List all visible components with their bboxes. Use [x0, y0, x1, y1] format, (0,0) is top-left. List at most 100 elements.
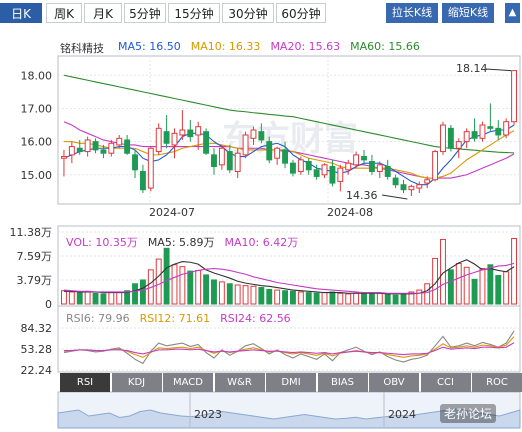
ma-legend-item: MA10: 16.33 [190, 40, 261, 53]
candle-body [290, 162, 296, 174]
volume-tick-label: 0 [45, 298, 52, 311]
indicator-tab-rsi[interactable]: RSI [60, 373, 110, 392]
volume-bar [155, 258, 162, 305]
volume-bar [305, 292, 312, 305]
indicator-tab-cci[interactable]: CCI [420, 373, 471, 392]
candle-body [226, 151, 233, 171]
volume-bar [226, 283, 233, 305]
candle-body [376, 164, 383, 172]
candle-body [440, 124, 446, 153]
volume-bar [203, 274, 210, 305]
volume-bar [471, 278, 478, 305]
indicator-tab-roc[interactable]: ROC [472, 373, 522, 392]
volume-bar [511, 238, 517, 305]
vol-ma10-line [63, 262, 515, 294]
ma-legend-item: MA20: 15.63 [270, 40, 341, 53]
volume-bar [274, 289, 281, 305]
volume-bar [361, 292, 367, 305]
candle-body [242, 134, 249, 156]
indicator-tab-dmi[interactable]: DMI [266, 373, 316, 392]
volume-bar [282, 290, 288, 305]
candle-body [503, 121, 510, 136]
shrink-kline-button[interactable]: 缩短K线 [442, 3, 494, 23]
price-tick-label: 17.00 [21, 102, 53, 115]
ma60-line [63, 74, 515, 154]
rsi-legend-item: RSI24: 62.56 [220, 312, 291, 325]
period-tab-2[interactable]: 月K [84, 3, 122, 23]
period-tab-6[interactable]: 60分钟 [276, 3, 326, 23]
indicator-tab-obv[interactable]: OBV [369, 373, 419, 392]
stretch-kline-button[interactable]: 拉长K线 [386, 3, 438, 23]
high-annotation: 18.14 [456, 62, 488, 75]
volume-bar [353, 292, 360, 305]
candle-body [68, 146, 75, 156]
volume-bar [76, 292, 83, 305]
vol-ma5-line [63, 259, 515, 295]
candle-body [345, 162, 352, 171]
candle-body [155, 127, 162, 153]
vol-legend-item: MA10: 6.42万 [224, 236, 299, 249]
watermark-text: 东方财富 [222, 119, 358, 159]
price-tick-label: 18.00 [21, 69, 53, 82]
rsi-tick-label: 53.28 [21, 343, 53, 356]
volume-bar [116, 291, 123, 305]
volume-bar [84, 290, 91, 305]
period-tab-5[interactable]: 30分钟 [222, 3, 274, 23]
volume-tick-label: 7.59万 [17, 250, 53, 263]
period-tab-3[interactable]: 5分钟 [124, 3, 166, 23]
volume-bar [479, 268, 486, 305]
vol-legend: VOL: 10.35万 MA5: 5.89万 MA10: 6.42万 [66, 234, 308, 250]
period-tab-1[interactable]: 周K [46, 3, 82, 23]
volume-bar [163, 247, 170, 305]
candle-body [92, 141, 99, 151]
volume-bar [463, 266, 470, 305]
volume-bar [503, 271, 510, 305]
brand-watermark: 老孙论坛 [440, 404, 497, 423]
candle-body [337, 167, 344, 182]
volume-bar [290, 290, 296, 305]
candle-body [353, 154, 360, 166]
volume-bar [171, 264, 178, 305]
candle-body [313, 169, 320, 177]
candle-body [487, 126, 494, 129]
candle-body [76, 147, 83, 153]
indicator-tab-kdj[interactable]: KDJ [111, 373, 162, 392]
low-annotation: 14.36 [346, 189, 378, 202]
candle-body [116, 137, 123, 146]
candle-body [368, 161, 375, 172]
candle-body [297, 159, 304, 172]
candle-body [61, 156, 67, 159]
candle-body [361, 156, 367, 161]
volume-tick-label: 11.38万 [10, 226, 53, 239]
volume-bar [179, 266, 186, 305]
period-tab-0[interactable]: 日K [0, 3, 42, 23]
candle-body [329, 165, 336, 184]
vol-legend-item: VOL: 10.35万 [66, 236, 138, 249]
date-tick-label: 2024-07 [149, 206, 195, 219]
indicator-tab-bias[interactable]: BIAS [317, 373, 368, 392]
volume-bar [68, 291, 75, 305]
candle-body [392, 177, 399, 186]
period-tab-4[interactable]: 15分钟 [168, 3, 220, 23]
volume-bar [455, 263, 462, 305]
volume-bar [139, 279, 146, 305]
candle-body [100, 149, 107, 154]
volume-bar [266, 288, 273, 305]
rsi-legend: RSI6: 79.96 RSI12: 71.61 RSI24: 62.56 [66, 312, 301, 325]
volume-bar [100, 293, 107, 305]
candle-body [447, 127, 454, 149]
rsi-legend-item: RSI6: 79.96 [66, 312, 130, 325]
footer-year-label-2: 2024 [388, 408, 416, 421]
candle-body [471, 131, 478, 139]
chevron-up-icon[interactable]: ▲ [505, 3, 520, 23]
rsi-line-rsi6 [63, 330, 515, 365]
indicator-tab-macd[interactable]: MACD [163, 373, 213, 392]
stock-name: 铭科精技 [60, 42, 104, 55]
candle-body [432, 151, 439, 181]
candle-body [400, 184, 407, 191]
price-panel-frame [57, 55, 521, 205]
volume-bar [329, 291, 336, 305]
candle-body [424, 179, 431, 184]
indicator-tab-wr[interactable]: W&R [214, 373, 265, 392]
candle-body [171, 132, 178, 146]
